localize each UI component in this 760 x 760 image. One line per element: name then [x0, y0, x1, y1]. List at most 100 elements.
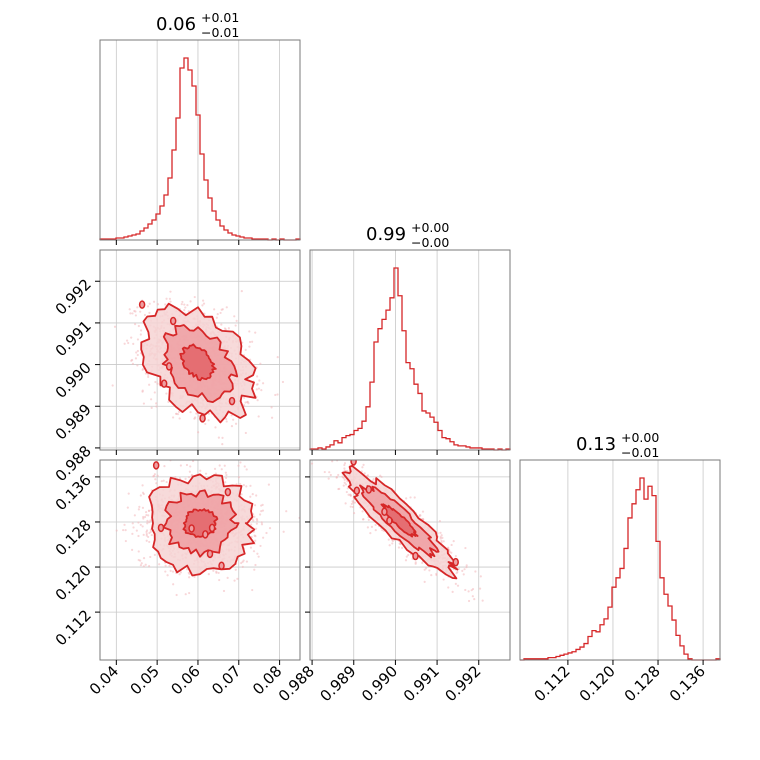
sample-point — [145, 532, 148, 536]
sample-point — [343, 481, 346, 484]
sample-point — [179, 464, 182, 467]
sample-point — [335, 475, 338, 479]
panel-frame — [99, 249, 301, 451]
sample-point — [216, 313, 219, 316]
sample-point — [153, 553, 156, 556]
contour-island — [157, 523, 165, 533]
sample-point — [347, 493, 350, 496]
sample-point — [156, 382, 159, 385]
sample-point — [407, 553, 410, 557]
x-tick-label: 0.990 — [358, 662, 401, 705]
sample-point — [183, 308, 186, 312]
sample-point — [282, 530, 285, 533]
y-tick-label: 0.991 — [52, 317, 95, 360]
panel-frame — [99, 39, 301, 241]
sample-point — [207, 573, 210, 576]
sample-point — [260, 523, 264, 526]
sample-point — [261, 509, 265, 512]
sample-point — [418, 515, 421, 518]
sample-point — [179, 571, 183, 574]
sample-point — [136, 353, 139, 357]
sample-point — [222, 589, 226, 593]
sample-point — [181, 300, 184, 304]
contour-island — [303, 437, 308, 444]
sample-point — [259, 544, 262, 548]
sample-point — [183, 454, 185, 456]
panel-background — [520, 460, 720, 660]
density-layer — [111, 290, 308, 456]
sample-point — [160, 480, 163, 483]
sample-point — [250, 523, 253, 526]
sample-point — [178, 477, 182, 480]
sample-point — [405, 555, 408, 558]
contour-island — [188, 524, 195, 533]
sample-point — [342, 484, 345, 487]
sample-point — [195, 412, 198, 415]
sample-point — [142, 402, 146, 405]
sample-point — [235, 319, 238, 322]
sample-point — [148, 383, 151, 386]
title-main: 0.13 — [576, 434, 616, 455]
sample-point — [366, 526, 369, 529]
sample-point — [337, 473, 340, 477]
sample-point — [145, 539, 148, 542]
sample-point — [149, 519, 152, 522]
sample-point — [461, 569, 464, 572]
x-tick-label: 0.992 — [441, 662, 484, 705]
sample-point — [479, 575, 482, 578]
sample-point — [232, 418, 235, 421]
sample-point — [188, 591, 191, 595]
contour-island — [218, 561, 225, 570]
sample-point — [199, 457, 201, 459]
panel-background — [310, 250, 510, 450]
sample-point — [123, 523, 126, 526]
sample-point — [240, 493, 243, 496]
x-tick-label: 0.04 — [86, 662, 122, 698]
sample-point — [447, 586, 450, 589]
sample-point — [343, 463, 346, 467]
sample-point — [142, 517, 145, 520]
y-tick-label: 0.128 — [52, 516, 95, 559]
sample-point — [442, 540, 445, 543]
sample-point — [285, 510, 288, 513]
sample-point — [350, 502, 353, 506]
sample-point — [256, 552, 259, 555]
sample-point — [471, 595, 474, 598]
contour-island — [160, 379, 168, 388]
sample-point — [387, 538, 390, 541]
sample-point — [343, 467, 346, 470]
sample-point — [128, 308, 131, 311]
x-tick-label: 0.06 — [167, 662, 203, 698]
sample-point — [441, 536, 444, 539]
sample-point — [140, 562, 143, 565]
sample-point — [164, 564, 167, 567]
sample-point — [145, 534, 148, 537]
contour-island — [353, 486, 361, 495]
sample-point — [363, 472, 366, 475]
sample-point — [247, 402, 250, 405]
sample-point — [276, 393, 279, 396]
sample-point — [450, 543, 453, 547]
histogram-p2 — [309, 267, 511, 451]
sample-point — [131, 532, 134, 535]
sample-point — [132, 342, 135, 345]
sample-point — [150, 406, 153, 409]
title-lower: −0.01 — [621, 445, 659, 460]
sample-point — [438, 520, 442, 523]
panel-1-1 — [99, 39, 301, 245]
sample-point — [212, 569, 215, 572]
sample-point — [142, 565, 145, 568]
sample-point — [137, 508, 140, 511]
contour-island — [206, 549, 214, 559]
sample-point — [259, 362, 262, 365]
sample-point — [261, 503, 264, 506]
title-lower: −0.01 — [201, 25, 239, 40]
sample-point — [141, 484, 144, 487]
sample-point — [225, 473, 228, 477]
sample-point — [310, 462, 314, 465]
sample-point — [165, 480, 168, 484]
sample-point — [303, 443, 305, 445]
sample-point — [175, 412, 178, 415]
sample-point — [241, 560, 244, 563]
